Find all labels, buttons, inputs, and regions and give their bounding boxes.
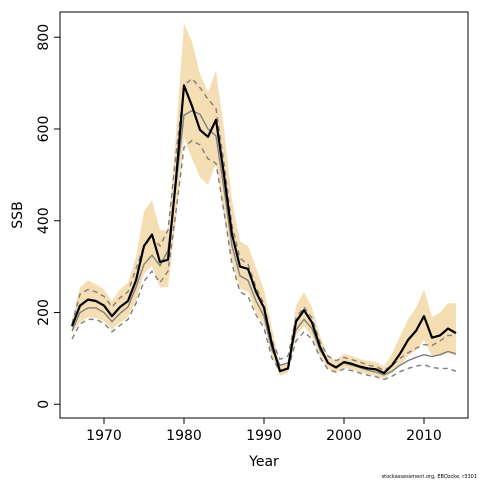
x-tick-label: 2000 [326,428,362,444]
y-tick-label: 400 [36,207,52,234]
x-tick-label: 1970 [86,428,122,444]
series-line-grey-dashed-upper [71,77,456,372]
footnote: stockassessment.org, EBQzcke, r3301 [382,474,477,480]
x-axis-title: Year [248,454,279,470]
series-line-grey-dashed-lower [71,139,457,381]
y-tick-label: 200 [36,299,52,326]
series-line-grey-solid [71,109,457,376]
y-axis-title: SSB [10,201,26,228]
x-axis: 1970 1980 1990 2000 2010 [86,418,442,444]
confidence-band [72,23,456,379]
y-tick-label: 600 [36,116,52,143]
x-tick-label: 1980 [166,428,202,444]
series-line-estimate [70,84,457,375]
x-tick-label: 1990 [246,428,282,444]
y-tick-label: 800 [36,24,52,51]
y-tick-label: 0 [36,400,52,409]
y-axis: 0 200 400 600 800 [36,24,60,409]
x-tick-label: 2010 [406,428,442,444]
plot-layer [70,23,457,381]
